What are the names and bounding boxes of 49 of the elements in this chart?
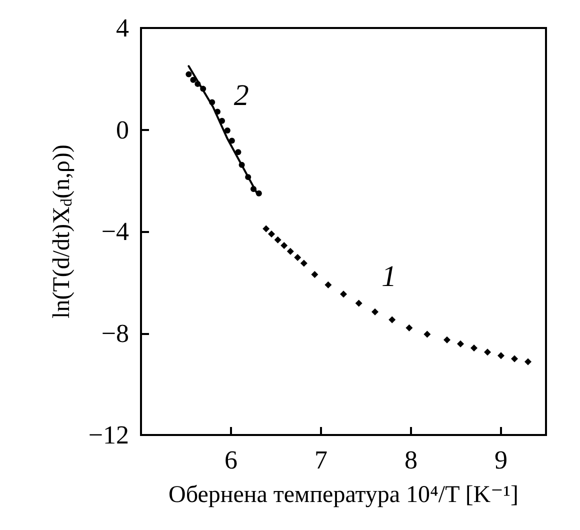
point <box>190 76 196 83</box>
point <box>300 260 308 267</box>
x-axis-title: Обернена температура 10⁴/T [K⁻¹] <box>168 482 518 508</box>
point <box>235 149 242 156</box>
x-tick-label: 9 <box>494 446 508 474</box>
series-label: 2 <box>234 79 249 112</box>
y-tick-label: 4 <box>116 14 129 42</box>
series-label: 1 <box>382 260 396 293</box>
point <box>224 128 230 134</box>
point <box>194 80 201 87</box>
y-tick-label: −8 <box>101 318 129 348</box>
point <box>406 324 413 332</box>
point <box>311 270 318 278</box>
point <box>457 340 464 348</box>
x-tick-label: 6 <box>224 446 238 474</box>
point <box>286 248 294 255</box>
point <box>256 190 262 196</box>
point <box>250 186 256 192</box>
point <box>355 300 362 307</box>
point <box>388 316 396 324</box>
point <box>340 290 347 298</box>
point <box>200 86 206 92</box>
y-axis-title: ln(T(d/dt)Xd(n,ρ)) <box>49 144 76 318</box>
point <box>209 99 216 106</box>
point <box>228 138 235 144</box>
point <box>470 344 478 352</box>
point <box>238 162 245 168</box>
point <box>484 348 491 356</box>
point <box>245 174 252 180</box>
point <box>274 236 282 244</box>
point <box>214 108 220 115</box>
y-tick-label: −12 <box>88 420 129 450</box>
x-tick-label: 7 <box>314 446 328 474</box>
point <box>280 242 288 249</box>
point <box>294 254 302 261</box>
point <box>511 355 518 362</box>
point <box>498 352 504 360</box>
x-tick-label: 8 <box>404 446 418 474</box>
point <box>372 308 378 316</box>
y-tick-label: −4 <box>101 217 129 246</box>
point <box>424 330 431 338</box>
point <box>324 281 332 288</box>
point <box>524 358 532 366</box>
point <box>444 336 450 344</box>
point <box>186 71 192 78</box>
point <box>262 225 270 232</box>
point <box>268 230 275 238</box>
point <box>219 118 225 124</box>
y-tick-label: 0 <box>116 115 129 144</box>
